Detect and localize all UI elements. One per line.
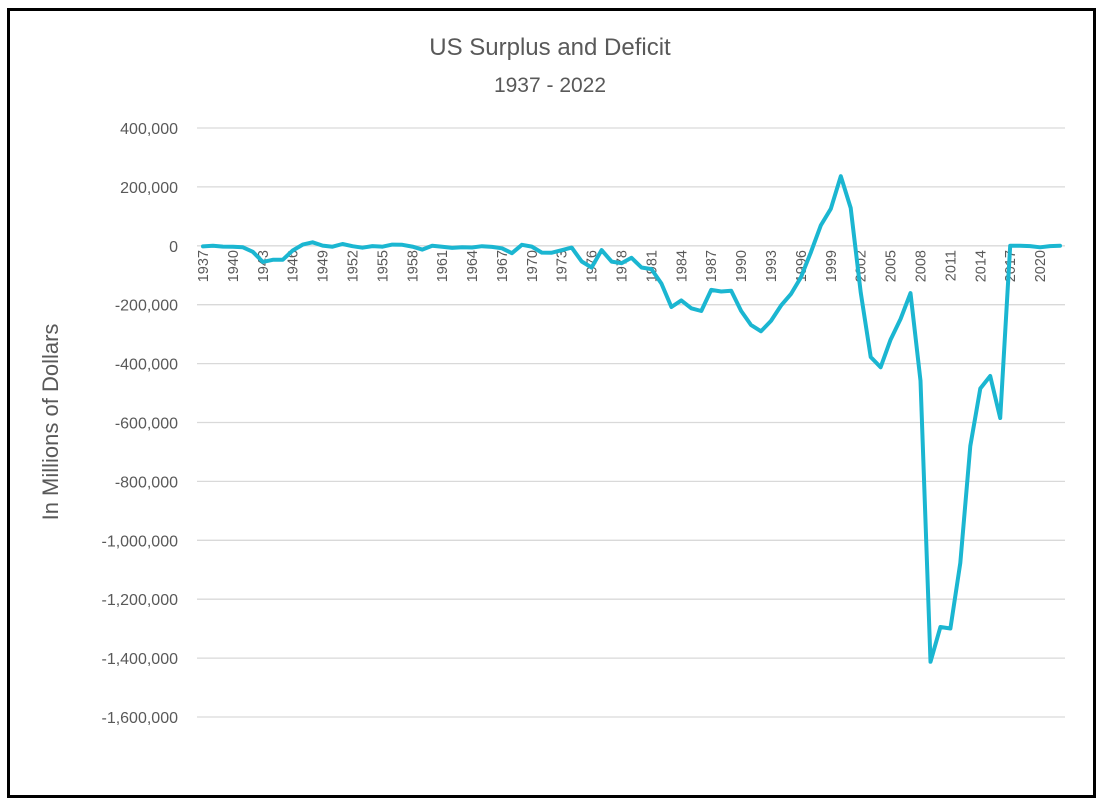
x-tick-label: 1949 [316, 250, 332, 282]
x-tick-label: 1955 [375, 250, 391, 282]
x-tick-label: 2008 [913, 250, 929, 282]
x-tick-label: 1999 [824, 250, 840, 282]
chart-frame [7, 8, 1096, 798]
x-tick-label: 1984 [674, 250, 690, 282]
x-tick-label: 1993 [764, 250, 780, 282]
y-axis-title: In Millions of Dollars [38, 324, 63, 521]
y-tick-label: -200,000 [115, 298, 178, 315]
x-tick-label: 1970 [525, 250, 541, 282]
y-tick-label: 400,000 [120, 121, 178, 138]
y-tick-label: 200,000 [120, 180, 178, 197]
x-tick-label: 2011 [943, 250, 959, 281]
x-tick-label: 1952 [345, 250, 361, 282]
x-tick-label: 1987 [704, 250, 720, 282]
y-tick-label: -400,000 [115, 357, 178, 374]
x-tick-label: 1961 [435, 250, 451, 282]
x-tick-label: 1937 [196, 250, 212, 282]
x-tick-label: 2005 [884, 250, 900, 282]
y-tick-label: 0 [169, 239, 178, 256]
x-tick-label: 1958 [405, 250, 421, 282]
data-line [201, 174, 1062, 664]
x-tick-label: 1996 [794, 250, 810, 282]
y-tick-label: -600,000 [115, 416, 178, 433]
chart-subtitle: 1937 - 2022 [494, 74, 606, 97]
x-tick-label: 1990 [734, 250, 750, 282]
y-tick-label: -1,200,000 [101, 592, 178, 609]
y-tick-label: -1,600,000 [101, 710, 178, 727]
x-tick-label: 2014 [973, 250, 989, 282]
x-tick-label: 1940 [226, 250, 242, 282]
y-tick-label: -1,000,000 [101, 533, 178, 550]
x-tick-label: 1967 [495, 250, 511, 282]
chart-title: US Surplus and Deficit [429, 34, 671, 61]
x-tick-label: 2020 [1033, 250, 1049, 282]
y-tick-label: -1,400,000 [101, 651, 178, 668]
x-tick-label: 1973 [555, 250, 571, 282]
x-tick-label: 1978 [615, 250, 631, 282]
y-tick-label: -800,000 [115, 474, 178, 491]
x-tick-label: 1946 [286, 250, 302, 282]
x-tick-label: 1964 [465, 250, 481, 282]
